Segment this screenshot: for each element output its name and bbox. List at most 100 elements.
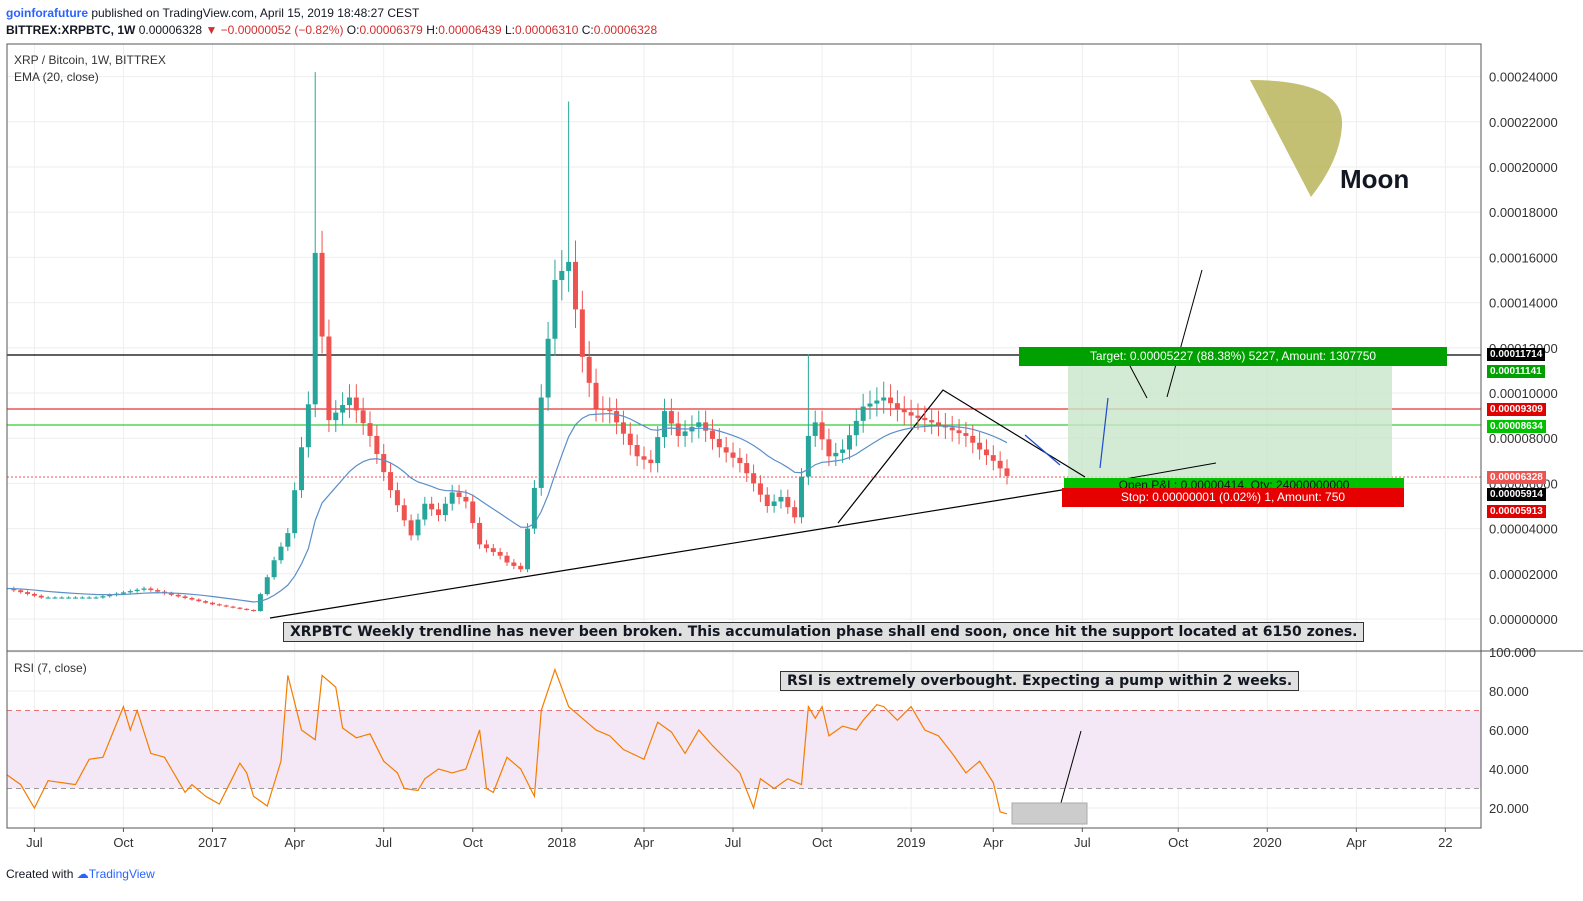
- candle-body: [552, 280, 558, 339]
- candle-body: [312, 252, 318, 405]
- ema-legend[interactable]: EMA (20, close): [14, 70, 99, 84]
- candle-body: [120, 592, 126, 594]
- footer: Created with ☁TradingView: [6, 867, 155, 881]
- rsi-y-tick-label: 100.000: [1489, 645, 1536, 660]
- close-label: C:: [581, 23, 594, 37]
- x-tick-label: 2018: [547, 835, 576, 850]
- price-label-red-line: 0.00009309: [1487, 403, 1546, 416]
- x-tick-label: Apr: [285, 835, 306, 850]
- candle-body: [107, 594, 113, 597]
- rsi-note[interactable]: RSI is extremely overbought. Expecting a…: [780, 671, 1300, 691]
- candle-body: [408, 520, 414, 536]
- price-label-green-line: 0.00008634: [1487, 420, 1546, 433]
- candle-body: [572, 261, 578, 310]
- symbol-info: BITTREX:XRPBTC, 1W 0.00006328 ▼ −0.00000…: [6, 23, 657, 37]
- author-link[interactable]: goinforafuture: [6, 6, 88, 20]
- x-tick-label: Jul: [375, 835, 392, 850]
- high-value: 0.00006439: [438, 23, 502, 37]
- open-value: 0.00006379: [359, 23, 423, 37]
- rsi-band: [7, 710, 1481, 789]
- candle-body: [881, 397, 887, 401]
- candle-body: [93, 597, 99, 599]
- candle-body: [963, 433, 969, 436]
- candle-body: [59, 597, 65, 599]
- candle-body: [915, 415, 921, 418]
- rsi-legend[interactable]: RSI (7, close): [14, 661, 87, 675]
- x-tick-label: Apr: [634, 835, 655, 850]
- trendline-note[interactable]: XRPBTC Weekly trendline has never been b…: [283, 622, 1365, 642]
- candle-body: [251, 609, 257, 612]
- price-label-target: 0.00011141: [1487, 365, 1545, 378]
- y-tick-label: 0.00010000: [1489, 386, 1558, 401]
- footer-created: Created with: [6, 867, 77, 881]
- candle-body: [730, 452, 736, 458]
- moon-shape: [1250, 80, 1343, 197]
- candle-body: [997, 460, 1003, 469]
- candle-body: [867, 403, 873, 407]
- down-arrow-icon: ▼: [205, 23, 218, 37]
- candle-body: [579, 309, 585, 357]
- candle-body: [668, 411, 674, 424]
- candle-body: [367, 423, 373, 436]
- target-label[interactable]: Target: 0.00005227 (88.38%) 5227, Amount…: [1019, 347, 1447, 366]
- candle-body: [223, 605, 229, 607]
- candle-body: [901, 408, 907, 413]
- candle-body: [922, 417, 928, 421]
- y-tick-label: 0.00018000: [1489, 205, 1558, 220]
- candle-body: [319, 252, 325, 337]
- candle-body: [531, 487, 537, 529]
- candle-body: [216, 604, 222, 606]
- candle-body: [709, 430, 715, 439]
- candle-body: [401, 505, 407, 521]
- candle-body: [436, 509, 442, 516]
- candle-body: [477, 522, 483, 545]
- candle-body: [655, 437, 661, 464]
- price-label-entry: 0.00005914: [1487, 488, 1546, 501]
- rsi-y-tick-label: 40.000: [1489, 762, 1529, 777]
- open-label: O:: [346, 23, 360, 37]
- candle-body: [1004, 468, 1010, 476]
- candle-body: [79, 597, 85, 599]
- footer-brand[interactable]: TradingView: [88, 867, 155, 881]
- candle-body: [31, 593, 37, 596]
- candle-body: [936, 422, 942, 425]
- candle-body: [11, 588, 17, 591]
- stop-label[interactable]: Stop: 0.00000001 (0.02%) 1, Amount: 750: [1062, 488, 1404, 507]
- candle-body: [682, 431, 688, 436]
- candle-body: [744, 463, 750, 474]
- candle-body: [648, 459, 654, 464]
- candle-body: [449, 492, 455, 504]
- candle-body: [326, 336, 332, 421]
- candle-body: [340, 405, 346, 413]
- candle-body: [559, 270, 565, 280]
- rsi-line: [6, 667, 1008, 815]
- candle-body: [634, 444, 640, 457]
- blue-arrow-up: [1099, 397, 1109, 469]
- candle-body: [826, 439, 832, 457]
- candle-body: [141, 588, 147, 590]
- x-tick-label: Jul: [725, 835, 742, 850]
- candle-body: [956, 430, 962, 434]
- y-tick-label: 0.00000000: [1489, 612, 1558, 627]
- candle-body: [25, 592, 31, 594]
- candle-body: [278, 546, 284, 561]
- main-pane-title: XRP / Bitcoin, 1W, BITTREX: [14, 53, 166, 67]
- candle-body: [189, 597, 195, 600]
- candle-body: [483, 544, 489, 549]
- candle-body: [696, 422, 702, 427]
- close-value: 0.00006328: [593, 23, 658, 37]
- candle-body: [504, 555, 510, 563]
- tradingview-logo-icon[interactable]: ☁: [76, 867, 89, 881]
- y-tick-label: 0.00004000: [1489, 522, 1558, 537]
- candle-body: [977, 442, 983, 450]
- candle-body: [381, 454, 387, 473]
- y-tick-label: 0.00016000: [1489, 250, 1558, 265]
- candle-body: [764, 494, 770, 506]
- candle-body: [333, 412, 339, 421]
- candle-body: [888, 397, 894, 404]
- support-trendline: [269, 488, 1069, 619]
- candle-body: [586, 356, 592, 383]
- candle-body: [600, 408, 606, 410]
- open-pl-label[interactable]: Open P&L: 0.00000414, Qty: 24000000000: [1064, 478, 1404, 489]
